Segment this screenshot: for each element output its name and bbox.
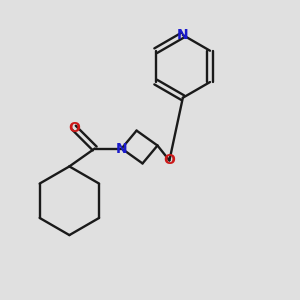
Text: O: O (164, 154, 175, 167)
Text: O: O (68, 121, 80, 135)
Text: N: N (116, 142, 127, 155)
Text: N: N (177, 28, 189, 42)
